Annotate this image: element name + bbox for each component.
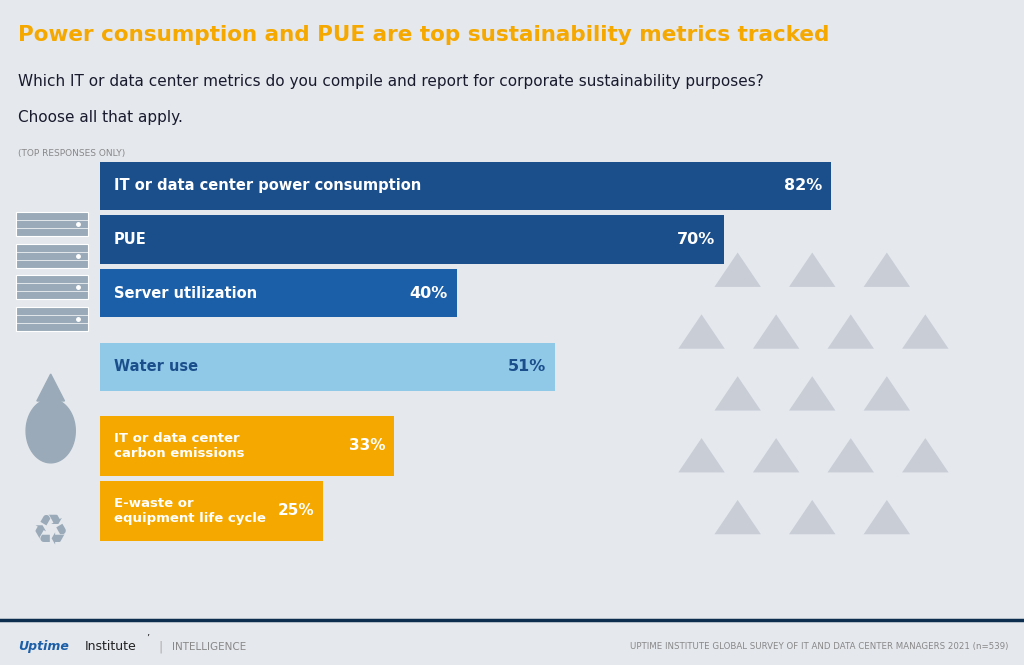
FancyBboxPatch shape: [16, 307, 88, 331]
Polygon shape: [711, 249, 764, 289]
Polygon shape: [711, 373, 764, 412]
FancyBboxPatch shape: [16, 212, 88, 237]
Text: PUE: PUE: [114, 232, 146, 247]
Polygon shape: [675, 435, 728, 474]
Bar: [100, 416, 394, 475]
Polygon shape: [860, 249, 913, 289]
Polygon shape: [824, 311, 878, 350]
Text: E-waste or: E-waste or: [114, 497, 194, 509]
Text: 70%: 70%: [677, 232, 715, 247]
Bar: [100, 342, 555, 391]
FancyBboxPatch shape: [16, 244, 88, 268]
Text: Power consumption and PUE are top sustainability metrics tracked: Power consumption and PUE are top sustai…: [18, 25, 829, 45]
Polygon shape: [675, 311, 728, 350]
Text: 82%: 82%: [783, 178, 822, 194]
Text: Server utilization: Server utilization: [114, 286, 257, 301]
Polygon shape: [750, 435, 803, 474]
Text: 25%: 25%: [278, 503, 314, 519]
Text: 40%: 40%: [410, 286, 447, 301]
Text: Water use: Water use: [114, 359, 198, 374]
Text: Choose all that apply.: Choose all that apply.: [18, 110, 183, 125]
Text: 33%: 33%: [349, 438, 385, 454]
Text: (TOP RESPONSES ONLY): (TOP RESPONSES ONLY): [18, 149, 126, 158]
Polygon shape: [899, 311, 952, 350]
Polygon shape: [785, 497, 839, 536]
FancyBboxPatch shape: [16, 275, 88, 299]
Text: |: |: [159, 640, 163, 653]
Bar: [100, 215, 724, 263]
Polygon shape: [750, 311, 803, 350]
Text: INTELLIGENCE: INTELLIGENCE: [172, 642, 247, 652]
Text: Which IT or data center metrics do you compile and report for corporate sustaina: Which IT or data center metrics do you c…: [18, 74, 764, 89]
Text: IT or data center: IT or data center: [114, 432, 240, 445]
Polygon shape: [711, 497, 764, 536]
Text: 51%: 51%: [508, 359, 546, 374]
Text: Institute: Institute: [85, 640, 137, 653]
Text: ’: ’: [146, 634, 150, 644]
Text: equipment life cycle: equipment life cycle: [114, 512, 265, 525]
Polygon shape: [860, 373, 913, 412]
Bar: [100, 481, 324, 541]
Polygon shape: [860, 497, 913, 536]
Text: IT or data center power consumption: IT or data center power consumption: [114, 178, 421, 194]
Polygon shape: [785, 249, 839, 289]
Polygon shape: [899, 435, 952, 474]
Bar: [100, 269, 457, 317]
Polygon shape: [824, 435, 878, 474]
Text: UPTIME INSTITUTE GLOBAL SURVEY OF IT AND DATA CENTER MANAGERS 2021 (n=539): UPTIME INSTITUTE GLOBAL SURVEY OF IT AND…: [630, 642, 1009, 651]
Text: ♻: ♻: [32, 511, 69, 553]
Polygon shape: [37, 374, 65, 401]
Text: carbon emissions: carbon emissions: [114, 447, 244, 460]
Text: Uptime: Uptime: [18, 640, 70, 653]
Polygon shape: [785, 373, 839, 412]
Polygon shape: [27, 399, 76, 463]
Bar: [100, 162, 830, 210]
